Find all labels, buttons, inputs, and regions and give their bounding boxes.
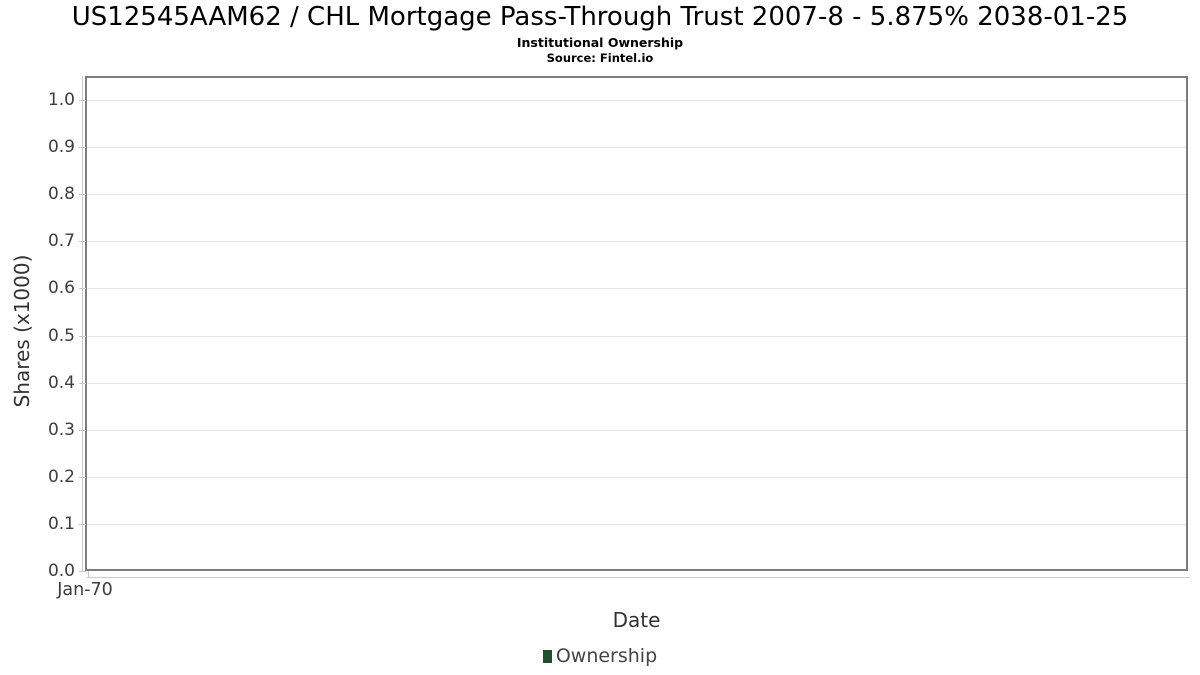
chart-source: Source: Fintel.io <box>546 51 654 65</box>
y-tick-label: 0.9 <box>47 137 75 158</box>
x-tick-mark <box>88 571 89 577</box>
y-tick-label: 0.1 <box>47 513 75 534</box>
y-tick-label: 0.8 <box>47 184 75 205</box>
y-tick-label: 0.5 <box>47 325 75 346</box>
gridline <box>87 100 1186 101</box>
x-axis-title: Date <box>612 608 661 632</box>
y-tick-label: 0.4 <box>47 372 75 393</box>
legend-item-ownership[interactable]: Ownership <box>542 645 658 667</box>
gridline <box>87 523 1186 525</box>
gridline <box>87 194 1186 196</box>
gridline <box>87 241 1186 243</box>
y-tick-mark <box>79 100 86 101</box>
plot-area <box>85 76 1188 571</box>
gridline <box>87 476 1186 478</box>
y-tick-mark <box>79 194 86 196</box>
gridline <box>87 335 1186 337</box>
chart-title: US12545AAM62 / CHL Mortgage Pass-Through… <box>71 2 1129 32</box>
legend-label: Ownership <box>555 645 658 667</box>
y-tick-label: 0.3 <box>47 419 75 440</box>
gridline <box>87 429 1186 431</box>
y-tick-label: 0.7 <box>47 231 75 252</box>
y-tick-mark <box>79 571 86 572</box>
series-layer <box>87 78 1186 569</box>
y-tick-mark <box>79 241 86 243</box>
y-tick-label: 0.0 <box>47 561 75 581</box>
legend: Ownership <box>0 645 1200 667</box>
y-tick-label: 0.2 <box>47 466 75 487</box>
y-tick-mark <box>79 288 86 290</box>
gridline <box>87 382 1186 384</box>
y-tick-mark <box>79 335 86 337</box>
y-tick-mark <box>79 382 86 384</box>
x-tick-label: Jan-70 <box>57 580 113 600</box>
gridline <box>87 147 1186 149</box>
y-tick-mark <box>79 429 86 431</box>
y-tick-mark <box>79 147 86 149</box>
gridline-layer <box>87 78 1186 569</box>
chart-subtitle: Institutional Ownership <box>516 35 684 50</box>
y-axis-line <box>82 76 83 571</box>
gridline <box>87 288 1186 290</box>
y-tick-label: 0.6 <box>47 278 75 299</box>
y-tick-mark <box>79 523 86 525</box>
x-axis-line <box>87 577 1190 578</box>
legend-marker-icon <box>542 649 552 663</box>
y-tick-label: 1.0 <box>47 90 75 110</box>
y-tick-mark <box>79 476 86 478</box>
